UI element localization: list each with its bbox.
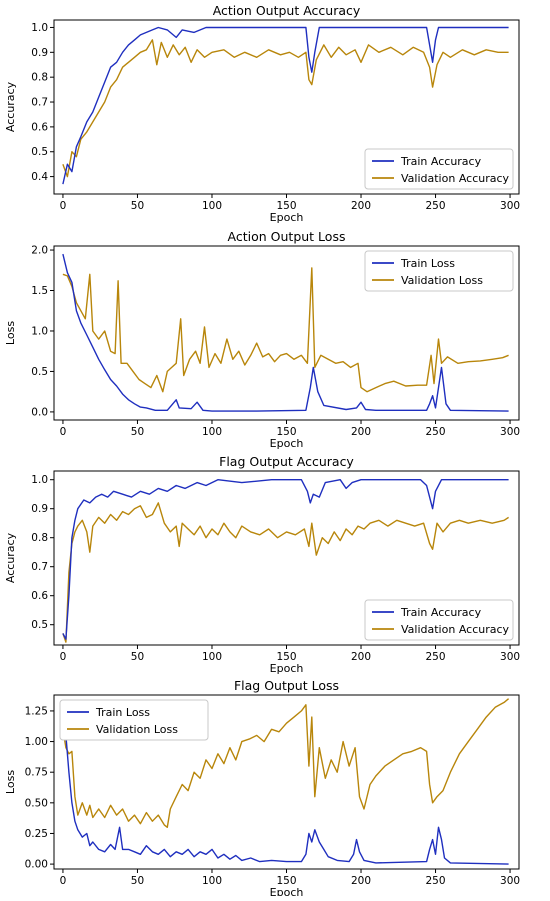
x-tick-label: 200	[351, 651, 371, 663]
x-tick-label: 200	[351, 200, 371, 212]
series-line-train	[62, 253, 509, 412]
y-tick-label: 1.25	[25, 705, 48, 717]
x-tick-label: 50	[131, 200, 144, 212]
y-tick-label: 0.0	[31, 406, 48, 418]
y-tick-label: 0.25	[25, 828, 48, 840]
x-tick-label: 250	[426, 200, 446, 212]
legend-label: Validation Accuracy	[401, 172, 510, 185]
y-axis-label: Accuracy	[4, 532, 17, 583]
series-line-train	[62, 26, 509, 185]
chart-3: Flag Output Accuracy 0 50 100 150 200 250 300 0.…	[4, 454, 520, 675]
x-tick-label: 150	[276, 651, 296, 663]
x-tick-label: 0	[60, 875, 67, 887]
y-tick-label: 2.0	[31, 245, 48, 257]
series-line-validation	[62, 267, 509, 393]
legend-label: Train Accuracy	[400, 606, 482, 619]
x-tick-label: 200	[351, 426, 371, 438]
x-tick-label: 250	[426, 875, 446, 887]
x-tick-label: 50	[131, 875, 144, 887]
x-tick-label: 150	[276, 875, 296, 887]
x-axis-label: Epoch	[270, 662, 304, 675]
x-tick-label: 300	[500, 651, 520, 663]
y-axis-label: Loss	[4, 770, 17, 794]
series-line-train	[62, 710, 509, 865]
y-tick-label: 0.6	[31, 121, 48, 133]
legend-label: Validation Loss	[96, 723, 178, 736]
y-tick-label: 0.75	[25, 767, 48, 779]
chart-title: Flag Output Loss	[234, 678, 339, 693]
x-tick-label: 300	[500, 426, 520, 438]
y-tick-label: 1.0	[31, 474, 48, 486]
legend: Train Accuracy Validation Accuracy	[364, 148, 514, 190]
series-line-validation	[62, 39, 509, 178]
y-tick-label: 0.4	[31, 171, 48, 183]
y-tick-label: 1.0	[31, 22, 48, 34]
legend-label: Train Loss	[400, 257, 455, 270]
y-axis-label: Accuracy	[4, 81, 17, 132]
series-line-validation	[62, 502, 509, 643]
y-tick-label: 0.5	[31, 366, 48, 378]
y-tick-label: 0.7	[31, 561, 48, 573]
x-tick-label: 100	[202, 426, 222, 438]
y-tick-label: 0.9	[31, 503, 48, 515]
chart-title: Action Output Loss	[228, 229, 346, 244]
x-axis-label: Epoch	[270, 886, 304, 896]
legend-box	[364, 250, 514, 292]
y-tick-label: 1.00	[25, 736, 48, 748]
chart-1: Action Output Accuracy 0 50 100 150 200 250 300…	[4, 3, 520, 224]
legend-label: Train Accuracy	[400, 155, 482, 168]
y-tick-label: 0.8	[31, 72, 48, 84]
x-tick-label: 0	[60, 651, 67, 663]
legend: Train Loss Validation Loss	[59, 699, 209, 741]
legend-label: Validation Accuracy	[401, 623, 510, 636]
y-tick-label: 1.5	[31, 285, 48, 297]
x-axis-label: Epoch	[270, 211, 304, 224]
x-tick-label: 250	[426, 651, 446, 663]
x-tick-label: 100	[202, 875, 222, 887]
x-tick-label: 0	[60, 200, 67, 212]
series-line-train	[62, 479, 509, 640]
y-tick-label: 0.5	[31, 146, 48, 158]
x-tick-label: 300	[500, 875, 520, 887]
x-tick-label: 50	[131, 651, 144, 663]
chart-2: Action Output Loss 0 50 100 150 200 250 300 0.0 0…	[4, 229, 520, 450]
y-tick-label: 0.8	[31, 532, 48, 544]
x-tick-label: 50	[131, 426, 144, 438]
x-tick-label: 0	[60, 426, 67, 438]
x-tick-label: 100	[202, 651, 222, 663]
y-tick-label: 0.9	[31, 47, 48, 59]
y-tick-label: 1.0	[31, 325, 48, 337]
x-tick-label: 100	[202, 200, 222, 212]
chart-title: Action Output Accuracy	[213, 3, 361, 18]
x-tick-label: 150	[276, 426, 296, 438]
legend-label: Validation Loss	[401, 274, 483, 287]
legend: Train Accuracy Validation Accuracy	[364, 599, 514, 641]
x-tick-label: 150	[276, 200, 296, 212]
legend-label: Train Loss	[95, 706, 150, 719]
y-axis-label: Loss	[4, 321, 17, 345]
x-tick-label: 200	[351, 875, 371, 887]
y-tick-label: 0.50	[25, 797, 48, 809]
x-axis-label: Epoch	[270, 437, 304, 450]
chart-4: Flag Output Loss 0 50 100 150 200 250 300 0.00 0.…	[4, 678, 520, 899]
series-line-validation	[62, 698, 510, 828]
y-tick-label: 0.6	[31, 590, 48, 602]
legend: Train Loss Validation Loss	[364, 250, 514, 292]
legend-box	[364, 599, 514, 641]
x-tick-label: 250	[426, 426, 446, 438]
y-tick-label: 0.7	[31, 97, 48, 109]
legend-box	[364, 148, 514, 190]
x-tick-label: 300	[500, 200, 520, 212]
y-tick-label: 0.5	[31, 619, 48, 631]
y-tick-label: 0.00	[25, 859, 48, 871]
legend-box	[59, 699, 209, 741]
chart-title: Flag Output Accuracy	[219, 454, 354, 469]
